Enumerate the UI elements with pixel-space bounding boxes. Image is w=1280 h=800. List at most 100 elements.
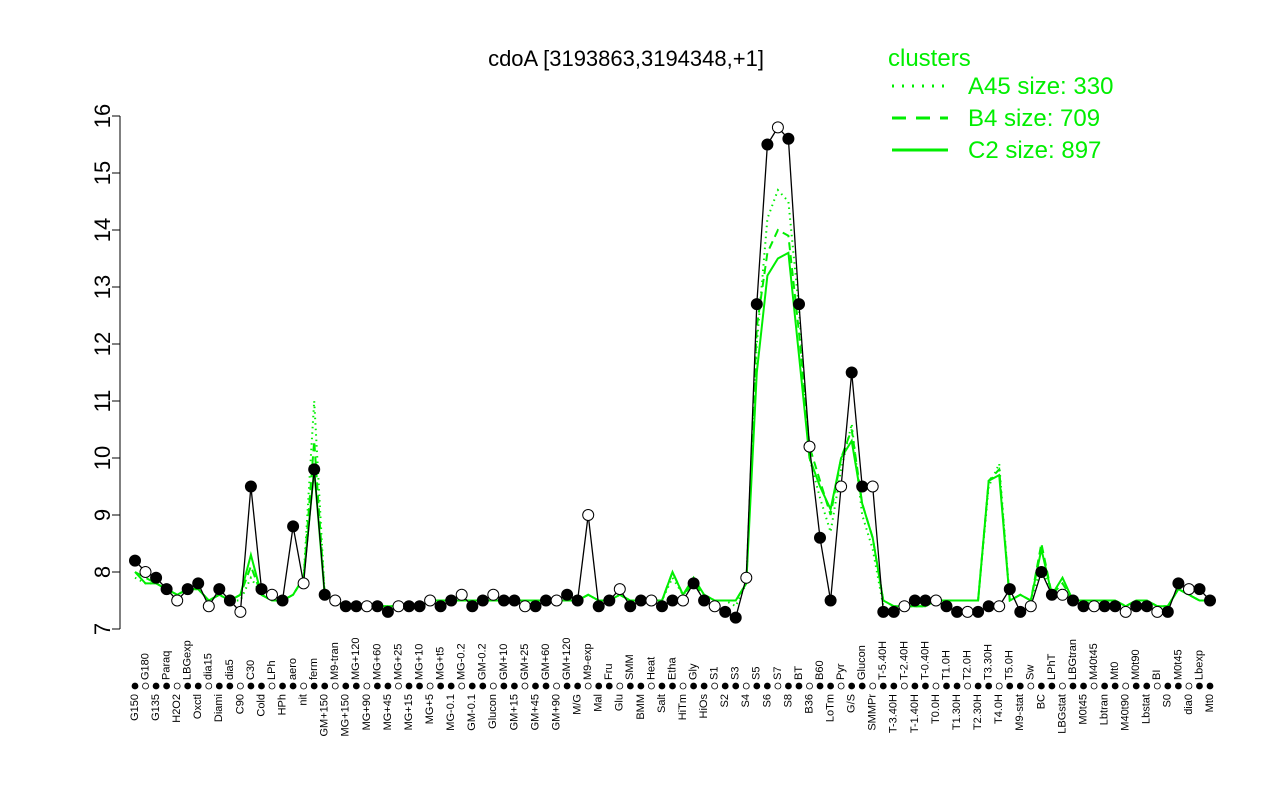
x-tick-label: M9-tran bbox=[329, 642, 341, 680]
data-point bbox=[582, 509, 595, 521]
data-point bbox=[297, 577, 310, 590]
x-tick-label: T-3.40H bbox=[888, 694, 900, 733]
sample-marker bbox=[837, 682, 845, 690]
data-point bbox=[698, 594, 711, 607]
x-tick-labels: G150 G180 G135 Paraq H2O2 LBGexp Oxctl dia15 Dia… bbox=[129, 638, 1216, 737]
data-point bbox=[403, 600, 415, 613]
sample-marker bbox=[953, 682, 961, 690]
sample-marker bbox=[742, 682, 750, 690]
sample-marker bbox=[774, 682, 782, 690]
sample-marker bbox=[595, 682, 603, 690]
sample-marker bbox=[395, 682, 402, 690]
data-point bbox=[1204, 594, 1216, 607]
data-point bbox=[1193, 583, 1206, 596]
sample-marker bbox=[848, 682, 856, 690]
x-tick-label: M0t45 bbox=[1077, 694, 1089, 725]
x-tick-label: GM+10 bbox=[498, 644, 510, 680]
data-point bbox=[1024, 600, 1037, 613]
sample-marker bbox=[310, 682, 318, 690]
cluster-line-solid bbox=[134, 251, 1210, 608]
x-tick-label: aero bbox=[287, 658, 299, 680]
x-tick-label: Oxctl bbox=[192, 694, 204, 719]
x-tick-label: Diami bbox=[213, 694, 225, 722]
x-tick-label: GM+45 bbox=[529, 694, 541, 730]
sample-marker bbox=[226, 682, 234, 690]
cluster-line-dotted bbox=[134, 188, 1210, 614]
y-tick-label: 12 bbox=[90, 332, 115, 356]
x-tick-label: M40t90 bbox=[1120, 694, 1132, 731]
y-tick-label: 13 bbox=[90, 275, 115, 299]
data-point bbox=[318, 588, 331, 601]
data-point bbox=[972, 605, 985, 618]
data-point bbox=[1172, 577, 1185, 590]
x-tick-label: M9-exp bbox=[582, 643, 594, 680]
data-point bbox=[1003, 583, 1016, 596]
data-point bbox=[603, 594, 616, 607]
data-point bbox=[445, 594, 458, 607]
x-tick-label: BI bbox=[1151, 670, 1163, 680]
sample-marker bbox=[1132, 682, 1140, 690]
cluster-lines bbox=[134, 188, 1210, 614]
x-tick-label: LPh bbox=[266, 660, 278, 680]
legend: clusters A45 size: 330 B4 size: 709 C2 siz… bbox=[888, 45, 1113, 164]
sample-marker bbox=[374, 682, 381, 690]
sample-marker bbox=[995, 682, 1003, 690]
data-point bbox=[455, 588, 468, 601]
legend-entry-label: A45 size: 330 bbox=[968, 73, 1113, 100]
data-point bbox=[181, 583, 194, 596]
sample-marker bbox=[131, 682, 139, 690]
x-tick-label: GM+120 bbox=[561, 638, 573, 681]
data-point bbox=[540, 594, 552, 607]
sample-marker bbox=[247, 682, 255, 690]
x-tick-label: T1.30H bbox=[951, 694, 963, 730]
sample-marker bbox=[1059, 682, 1066, 690]
data-point bbox=[856, 480, 869, 493]
data-point bbox=[160, 583, 173, 596]
sample-marker bbox=[890, 682, 898, 690]
data-point bbox=[508, 594, 521, 607]
data-point bbox=[687, 577, 700, 590]
x-tick-label: GM-0.1 bbox=[466, 694, 478, 731]
sample-marker bbox=[974, 682, 982, 690]
data-point bbox=[803, 440, 816, 453]
sample-marker bbox=[511, 682, 518, 690]
x-tick-label: G/S bbox=[846, 694, 858, 713]
sample-marker bbox=[142, 682, 149, 690]
data-point bbox=[360, 600, 373, 613]
data-point bbox=[139, 566, 152, 578]
data-point bbox=[656, 600, 668, 613]
data-point bbox=[624, 600, 637, 613]
sample-marker bbox=[236, 682, 244, 690]
data-point bbox=[1140, 600, 1153, 613]
sample-marker bbox=[616, 682, 624, 690]
data-point bbox=[919, 594, 932, 607]
x-tick-label: Sw bbox=[1025, 665, 1037, 680]
data-point bbox=[845, 366, 858, 379]
x-tick-label: Paraq bbox=[161, 651, 173, 680]
x-tick-label: HPh bbox=[276, 694, 288, 715]
x-tick-label: Etha bbox=[666, 656, 678, 680]
data-point bbox=[740, 571, 753, 584]
x-tick-label: B36 bbox=[803, 694, 815, 714]
sample-marker bbox=[152, 682, 160, 690]
sample-marker bbox=[806, 682, 813, 690]
sample-marker bbox=[447, 682, 455, 690]
x-tick-label: MG+25 bbox=[392, 644, 404, 680]
data-point bbox=[1056, 588, 1069, 601]
x-tick-label: MG+45 bbox=[382, 694, 394, 730]
x-tick-label: GM+60 bbox=[540, 644, 552, 680]
data-point bbox=[413, 600, 426, 613]
chart-title: cdoA [3193863,3194348,+1] bbox=[488, 46, 764, 71]
data-point bbox=[192, 577, 205, 590]
sample-marker bbox=[1174, 682, 1182, 690]
x-tick-label: MG+t5 bbox=[435, 647, 447, 680]
data-point bbox=[814, 531, 826, 544]
x-tick-label: S7 bbox=[772, 667, 784, 680]
data-point bbox=[1088, 600, 1101, 613]
x-tick-label: GM+150 bbox=[319, 694, 331, 737]
sample-marker bbox=[352, 682, 360, 690]
sample-marker bbox=[173, 682, 181, 690]
data-point bbox=[645, 594, 658, 607]
sample-marker bbox=[1153, 682, 1161, 690]
y-tick-label: 9 bbox=[90, 509, 115, 521]
